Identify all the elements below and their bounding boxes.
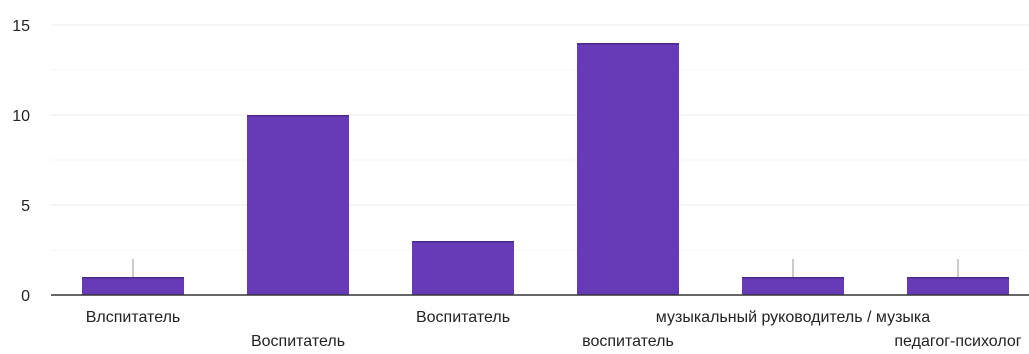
bar (577, 43, 679, 295)
x-tick-label: Влспитатель (86, 309, 181, 326)
x-tick-label: педагог-психолог (894, 333, 1021, 349)
bar-top-edge (742, 277, 844, 279)
bar-top-edge (907, 277, 1009, 279)
x-tick-label: Воспитатель (251, 333, 345, 349)
bar-top-edge (577, 43, 679, 45)
y-tick-label: 5 (21, 198, 30, 215)
x-tick-label: Воспитатель (416, 309, 510, 326)
bars (82, 43, 1009, 295)
bar (247, 115, 349, 295)
bar-top-edge (412, 241, 514, 243)
bar (742, 277, 844, 295)
y-tick-label: 0 (21, 288, 30, 305)
bar (82, 277, 184, 295)
y-tick-label: 10 (12, 108, 30, 125)
bar-top-edge (247, 115, 349, 117)
y-tick-label: 15 (12, 18, 30, 35)
grid-lines (51, 24, 1029, 251)
y-axis-tick-labels: 0 5 10 15 (12, 18, 30, 305)
x-axis-category-labels: Влспитатель Воспитатель Воспитатель воспита… (86, 309, 1022, 350)
bar-whiskers (132, 259, 959, 277)
bar (412, 241, 514, 295)
bar-top-edge (82, 277, 184, 279)
bar (907, 277, 1009, 295)
x-tick-label: воспитатель (582, 333, 674, 349)
x-tick-label: музыкальный руководитель / музыка (656, 309, 930, 326)
